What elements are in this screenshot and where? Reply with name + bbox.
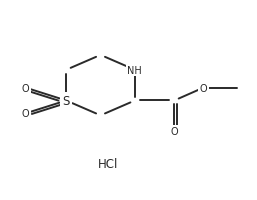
Text: O: O [22,83,29,93]
Text: O: O [22,109,29,119]
Text: O: O [170,127,178,137]
Text: O: O [200,83,207,93]
Text: HCl: HCl [98,158,118,171]
Text: S: S [62,95,70,107]
Text: NH: NH [127,65,142,75]
